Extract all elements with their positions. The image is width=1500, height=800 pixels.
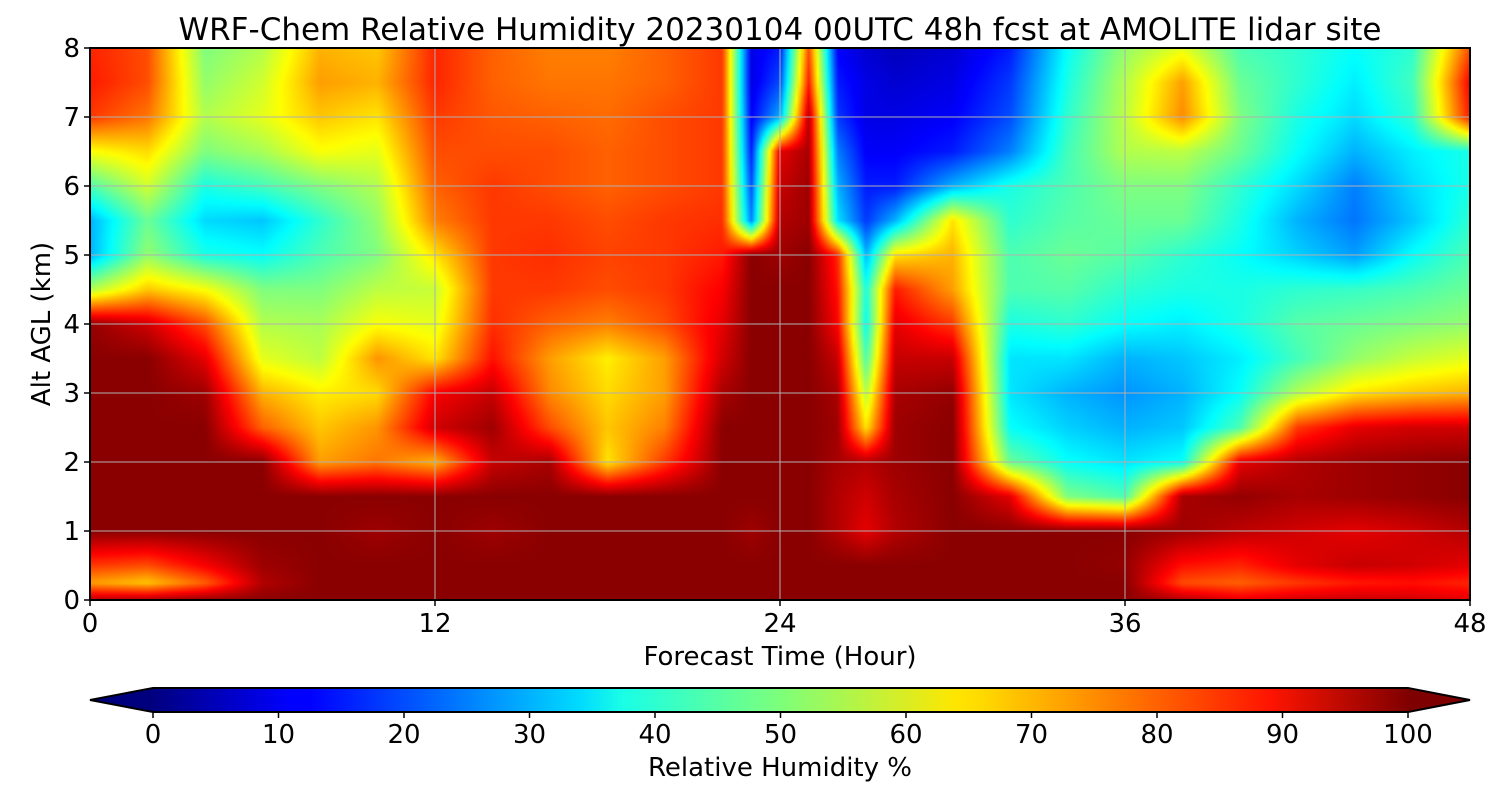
x-tick-label: 0 — [82, 609, 99, 639]
y-tick-label: 4 — [63, 310, 80, 340]
y-tick-label: 8 — [63, 34, 80, 64]
colorbar-tick-label: 50 — [764, 720, 797, 750]
colorbar-gradient — [153, 688, 1408, 712]
colorbar-tick-label: 40 — [638, 720, 671, 750]
colorbar-tick-label: 80 — [1140, 720, 1173, 750]
grid — [90, 48, 1470, 600]
y-tick-label: 6 — [63, 172, 80, 202]
colorbar-tick-label: 10 — [262, 720, 295, 750]
y-axis-ticks: 0 1 2 3 4 5 6 7 8 — [63, 34, 90, 616]
y-tick-label: 7 — [63, 103, 80, 133]
colorbar-extend-max — [1408, 688, 1470, 712]
colorbar-tick-label: 0 — [145, 720, 162, 750]
x-tick-label: 24 — [763, 609, 796, 639]
colorbar-tick-label: 30 — [513, 720, 546, 750]
y-tick-label: 3 — [63, 379, 80, 409]
colorbar-label: Relative Humidity % — [648, 753, 912, 783]
x-tick-label: 48 — [1453, 609, 1486, 639]
chart-title: WRF-Chem Relative Humidity 20230104 00UT… — [178, 12, 1381, 48]
y-tick-label: 0 — [63, 586, 80, 616]
x-tick-label: 12 — [418, 609, 451, 639]
y-tick-label: 1 — [63, 517, 80, 547]
x-axis-ticks: 0 12 24 36 48 — [82, 600, 1487, 639]
colorbar-ticks: 0 10 20 30 40 50 60 70 80 90 100 — [145, 712, 1433, 750]
colorbar-tick-label: 20 — [387, 720, 420, 750]
colorbar-tick-label: 70 — [1015, 720, 1048, 750]
colorbar-extend-min — [90, 688, 153, 712]
y-tick-label: 5 — [63, 241, 80, 271]
y-tick-label: 2 — [63, 448, 80, 478]
x-axis-label: Forecast Time (Hour) — [643, 642, 916, 672]
colorbar-tick-label: 90 — [1266, 720, 1299, 750]
x-tick-label: 36 — [1108, 609, 1141, 639]
y-axis-label: Alt AGL (km) — [27, 242, 57, 406]
colorbar-tick-label: 100 — [1383, 720, 1433, 750]
colorbar-tick-label: 60 — [889, 720, 922, 750]
colorbar: 0 10 20 30 40 50 60 70 80 90 100 Relative Humidity… — [89, 687, 1471, 783]
